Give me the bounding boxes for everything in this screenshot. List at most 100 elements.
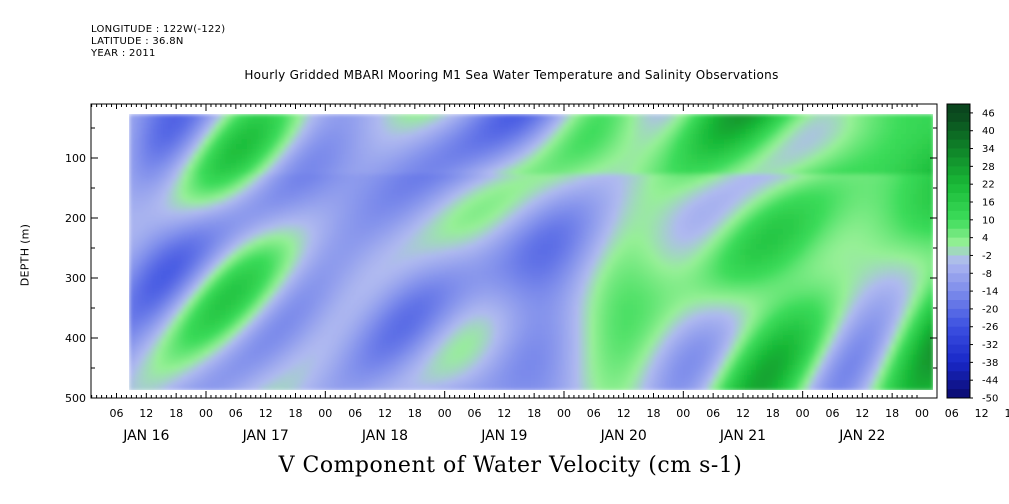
heat-cell	[477, 309, 484, 316]
heat-cell	[584, 114, 591, 120]
heat-cell	[498, 229, 506, 236]
heat-cell	[145, 154, 152, 161]
heat-cell	[589, 364, 597, 371]
heat-cell	[241, 159, 248, 166]
heat-cell	[455, 314, 463, 321]
heat-cell	[284, 144, 291, 151]
heat-cell	[348, 219, 356, 226]
heat-cell	[579, 234, 586, 241]
heat-cell	[204, 374, 211, 381]
heat-cell	[461, 374, 468, 381]
heat-cell	[380, 169, 388, 176]
heat-cell	[161, 314, 168, 321]
heat-cell	[504, 359, 511, 366]
heat-cell	[321, 199, 329, 206]
heat-cell	[198, 159, 205, 166]
heat-cell	[397, 309, 404, 316]
heat-cell	[509, 199, 516, 206]
heat-cell	[552, 259, 559, 266]
heat-cell	[241, 339, 248, 346]
heat-cell	[547, 274, 554, 281]
heat-cell	[370, 254, 377, 261]
heat-cell	[198, 274, 205, 281]
heat-cell	[236, 249, 243, 256]
heat-cell	[509, 364, 516, 371]
heat-cell	[579, 214, 586, 221]
heat-cell	[493, 284, 500, 291]
heat-cell	[241, 174, 248, 181]
heat-cell	[531, 164, 538, 171]
heat-cell	[595, 304, 602, 311]
heat-cell	[531, 154, 538, 161]
heat-cell	[193, 179, 200, 186]
heat-cell	[606, 384, 613, 390]
heat-cell	[600, 369, 607, 376]
heat-cell	[166, 359, 173, 366]
heat-cell	[161, 309, 168, 316]
heat-cell	[439, 169, 447, 176]
heat-cell	[161, 259, 168, 266]
heat-cell	[589, 314, 597, 321]
heat-cell	[514, 264, 522, 271]
heat-cell	[429, 204, 436, 211]
heat-cell	[289, 144, 297, 151]
heat-cell	[413, 279, 420, 286]
heat-cell	[611, 129, 618, 135]
heat-cell	[187, 159, 195, 166]
heat-cell	[321, 359, 329, 366]
heat-cell	[466, 274, 473, 281]
heat-cell	[354, 164, 361, 171]
heat-cell	[284, 289, 291, 296]
heat-cell	[552, 119, 559, 125]
heat-cell	[284, 154, 291, 161]
heat-cell	[241, 359, 248, 366]
heat-cell	[525, 334, 532, 341]
heat-cell	[354, 199, 361, 206]
heat-cell	[182, 159, 189, 166]
heat-cell	[338, 239, 345, 246]
heat-cell	[332, 154, 339, 161]
heat-cell	[263, 244, 270, 251]
heat-cell	[589, 279, 597, 286]
heat-cell	[268, 194, 275, 201]
heat-cell	[193, 269, 200, 276]
heat-cell	[311, 294, 318, 301]
heat-cell	[531, 199, 538, 206]
heat-cell	[305, 134, 313, 140]
heat-cell	[429, 334, 436, 341]
heat-cell	[407, 319, 414, 326]
heat-cell	[230, 124, 238, 130]
heat-cell	[434, 284, 441, 291]
heat-cell	[386, 224, 393, 231]
heat-cell	[230, 144, 238, 151]
heat-cell	[589, 229, 597, 236]
heat-cell	[155, 354, 163, 361]
heat-cell	[536, 179, 543, 186]
heat-cell	[214, 149, 222, 156]
heat-cell	[493, 174, 500, 181]
heat-cell	[246, 209, 254, 216]
heat-cell	[488, 224, 495, 231]
heat-cell	[305, 299, 313, 306]
heat-cell	[305, 279, 313, 286]
heat-cell	[273, 184, 280, 191]
heat-cell	[364, 139, 372, 146]
heat-cell	[541, 244, 548, 251]
heat-cell	[579, 319, 586, 326]
heat-cell	[450, 124, 457, 130]
heat-cell	[525, 234, 532, 241]
heat-cell	[606, 274, 613, 281]
heat-cell	[509, 274, 516, 281]
heat-cell	[150, 204, 157, 211]
heat-cell	[338, 334, 345, 341]
heat-cell	[268, 209, 275, 216]
heat-cell	[445, 149, 452, 156]
heat-cell	[461, 194, 468, 201]
heat-cell	[455, 369, 463, 376]
heat-cell	[198, 124, 205, 130]
heat-cell	[161, 359, 168, 366]
heat-cell	[348, 229, 356, 236]
heat-cell	[573, 304, 581, 311]
heat-cell	[509, 264, 516, 271]
heat-cell	[145, 164, 152, 171]
